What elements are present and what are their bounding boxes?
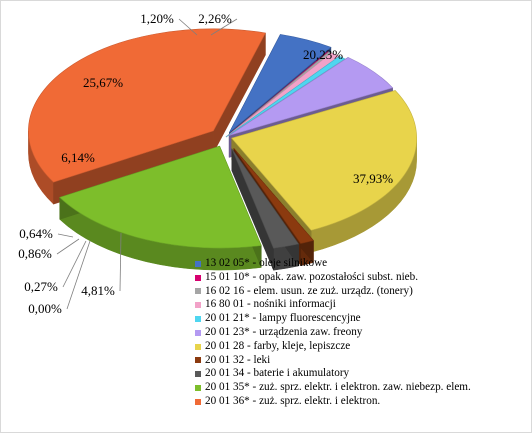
legend-item: 20 01 35* - zuż. sprz. elektr. i elektro… xyxy=(195,381,529,395)
legend-item: 16 02 16 - elem. usun. ze zuż. urządz. (… xyxy=(195,285,529,299)
legend-swatch xyxy=(195,261,201,267)
legend-label: 20 01 28 - farby, kleje, lepiszcze xyxy=(205,340,350,354)
legend-swatch xyxy=(195,344,201,350)
legend: 13 02 05* - oleje silnikowe15 01 10* - o… xyxy=(195,257,529,409)
legend-label: 20 01 35* - zuż. sprz. elektr. i elektro… xyxy=(205,381,471,395)
leader-line xyxy=(67,241,90,309)
legend-swatch xyxy=(195,275,201,281)
leader-line xyxy=(57,239,79,254)
legend-item: 20 01 32 - leki xyxy=(195,354,529,368)
slice-value-label: 20,23% xyxy=(303,47,343,62)
legend-label: 20 01 36* - zuż. sprz. elektr. i elektro… xyxy=(205,395,380,409)
slice-value-label: 0,00% xyxy=(28,301,62,316)
legend-swatch xyxy=(195,302,201,308)
legend-label: 15 01 10* - opak. zaw. pozostałości subs… xyxy=(205,271,418,285)
legend-label: 20 01 34 - baterie i akumulatory xyxy=(205,367,349,381)
legend-item: 20 01 28 - farby, kleje, lepiszcze xyxy=(195,340,529,354)
slice-value-label: 0,64% xyxy=(19,226,53,241)
slice-value-label: 6,14% xyxy=(61,150,95,165)
legend-item: 20 01 23* - urządzenia zaw. freony xyxy=(195,326,529,340)
slice-value-label: 0,86% xyxy=(18,246,52,261)
legend-swatch xyxy=(195,385,201,391)
legend-swatch xyxy=(195,316,201,322)
legend-swatch xyxy=(195,357,201,363)
legend-label: 13 02 05* - oleje silnikowe xyxy=(205,257,327,271)
legend-swatch xyxy=(195,330,201,336)
slice-value-label: 2,26% xyxy=(198,11,232,26)
legend-item: 20 01 21* - lampy fluorescencyjne xyxy=(195,312,529,326)
legend-label: 20 01 32 - leki xyxy=(205,354,270,368)
legend-swatch xyxy=(195,288,201,294)
legend-label: 16 80 01 - nośniki informacji xyxy=(205,298,336,312)
legend-label: 16 02 16 - elem. usun. ze zuż. urządz. (… xyxy=(205,285,413,299)
legend-swatch xyxy=(195,399,201,405)
legend-item: 20 01 34 - baterie i akumulatory xyxy=(195,367,529,381)
slice-value-label: 25,67% xyxy=(83,75,123,90)
slice-value-label: 1,20% xyxy=(140,11,174,26)
slice-value-label: 37,93% xyxy=(353,171,393,186)
legend-item: 15 01 10* - opak. zaw. pozostałości subs… xyxy=(195,271,529,285)
slice-value-label: 0,27% xyxy=(24,279,58,294)
legend-item: 13 02 05* - oleje silnikowe xyxy=(195,257,529,271)
leader-line xyxy=(58,234,73,237)
legend-swatch xyxy=(195,371,201,377)
legend-label: 20 01 21* - lampy fluorescencyjne xyxy=(205,312,361,326)
legend-item: 20 01 36* - zuż. sprz. elektr. i elektro… xyxy=(195,395,529,409)
legend-label: 20 01 23* - urządzenia zaw. freony xyxy=(205,326,362,340)
slice-value-label: 4,81% xyxy=(81,283,115,298)
legend-item: 16 80 01 - nośniki informacji xyxy=(195,298,529,312)
